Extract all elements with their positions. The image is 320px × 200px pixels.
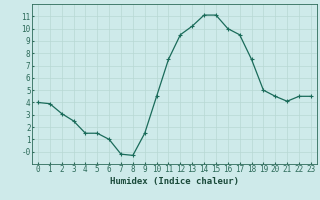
X-axis label: Humidex (Indice chaleur): Humidex (Indice chaleur): [110, 177, 239, 186]
